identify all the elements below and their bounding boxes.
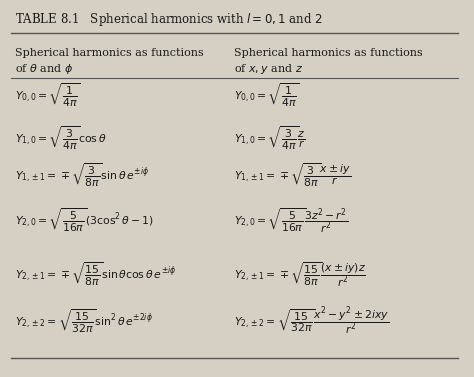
Text: $Y_{2,\pm1} = \mp\sqrt{\dfrac{15}{8\pi}}\dfrac{(x \pm iy)z}{r^2}$: $Y_{2,\pm1} = \mp\sqrt{\dfrac{15}{8\pi}}… — [235, 261, 366, 289]
Text: $Y_{2,0} = \sqrt{\dfrac{5}{16\pi}}\dfrac{3z^2 - r^2}{r^2}$: $Y_{2,0} = \sqrt{\dfrac{5}{16\pi}}\dfrac… — [235, 206, 348, 234]
Text: $Y_{0,0} = \sqrt{\dfrac{1}{4\pi}}$: $Y_{0,0} = \sqrt{\dfrac{1}{4\pi}}$ — [235, 81, 300, 109]
Text: $Y_{2,0} = \sqrt{\dfrac{5}{16\pi}}(3\cos^2\theta - 1)$: $Y_{2,0} = \sqrt{\dfrac{5}{16\pi}}(3\cos… — [15, 207, 154, 234]
Text: $Y_{1,0} = \sqrt{\dfrac{3}{4\pi}}\dfrac{z}{r}$: $Y_{1,0} = \sqrt{\dfrac{3}{4\pi}}\dfrac{… — [235, 124, 306, 152]
Text: Spherical harmonics as functions
of $\theta$ and $\phi$: Spherical harmonics as functions of $\th… — [15, 48, 204, 76]
Text: Spherical harmonics as functions
of $x,y$ and $z$: Spherical harmonics as functions of $x,y… — [235, 48, 423, 76]
Text: $Y_{1,0} = \sqrt{\dfrac{3}{4\pi}}\cos\theta$: $Y_{1,0} = \sqrt{\dfrac{3}{4\pi}}\cos\th… — [15, 124, 107, 152]
Text: TABLE 8.1   Spherical harmonics with $l = 0, 1$ and $2$: TABLE 8.1 Spherical harmonics with $l = … — [15, 11, 323, 28]
Text: $Y_{2,\pm2} = \sqrt{\dfrac{15}{32\pi}}\dfrac{x^2 - y^2 \pm 2ixy}{r^2}$: $Y_{2,\pm2} = \sqrt{\dfrac{15}{32\pi}}\d… — [235, 305, 390, 337]
Text: $Y_{1,\pm1} = \mp\sqrt{\dfrac{3}{8\pi}}\sin\theta\, e^{\pm i\phi}$: $Y_{1,\pm1} = \mp\sqrt{\dfrac{3}{8\pi}}\… — [15, 162, 150, 189]
Text: $Y_{0,0} = \sqrt{\dfrac{1}{4\pi}}$: $Y_{0,0} = \sqrt{\dfrac{1}{4\pi}}$ — [15, 81, 81, 109]
Text: $Y_{1,\pm1} = \mp\sqrt{\dfrac{3}{8\pi}}\dfrac{x \pm iy}{r}$: $Y_{1,\pm1} = \mp\sqrt{\dfrac{3}{8\pi}}\… — [235, 162, 352, 189]
Text: $Y_{2,\pm2} = \sqrt{\dfrac{15}{32\pi}}\sin^2\theta\, e^{\pm 2i\phi}$: $Y_{2,\pm2} = \sqrt{\dfrac{15}{32\pi}}\s… — [15, 308, 153, 335]
Text: $Y_{2,\pm1} = \mp\sqrt{\dfrac{15}{8\pi}}\sin\theta\cos\theta\, e^{\pm i\phi}$: $Y_{2,\pm1} = \mp\sqrt{\dfrac{15}{8\pi}}… — [15, 261, 177, 288]
